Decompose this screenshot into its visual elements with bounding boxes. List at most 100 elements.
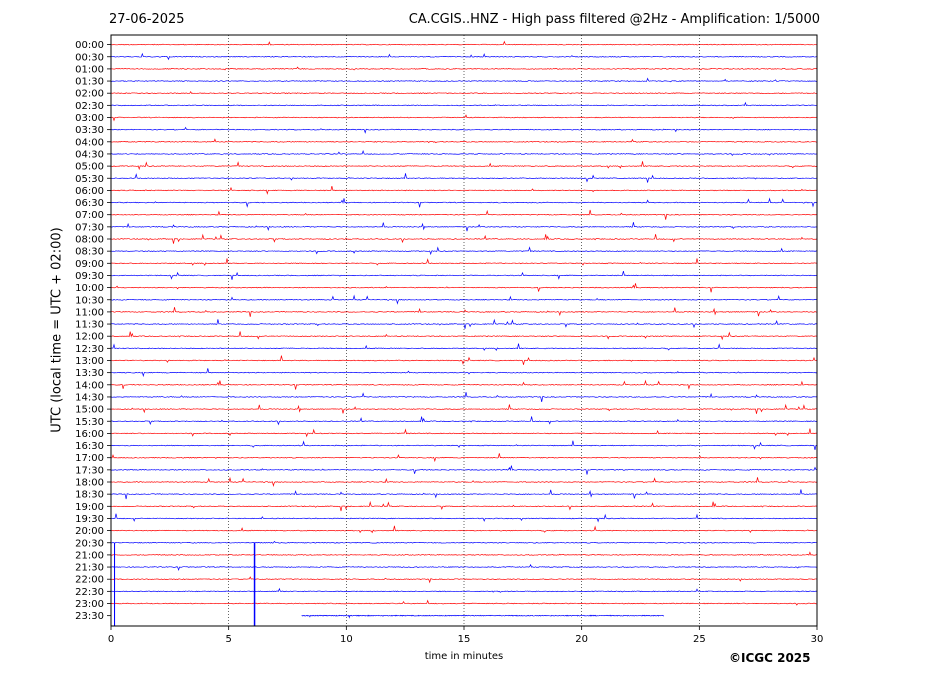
trace-1630 bbox=[110, 440, 818, 450]
trace-1700 bbox=[110, 453, 818, 463]
x-tick-label: 25 bbox=[693, 634, 706, 645]
trace-line bbox=[110, 161, 818, 171]
trace-1130 bbox=[110, 318, 818, 329]
y-tick-label: 00:30 bbox=[75, 52, 104, 63]
trace-0600 bbox=[110, 185, 818, 195]
y-tick-label: 18:00 bbox=[75, 478, 104, 489]
trace-1200 bbox=[110, 331, 818, 341]
trace-line bbox=[110, 599, 818, 606]
trace-line bbox=[110, 114, 818, 122]
y-tick-label: 19:00 bbox=[75, 502, 104, 513]
y-tick-label: 23:00 bbox=[75, 599, 104, 610]
y-tick-label: 12:30 bbox=[75, 344, 104, 355]
trace-1600 bbox=[110, 428, 818, 438]
x-tick-label: 5 bbox=[225, 634, 231, 645]
y-tick-label: 05:00 bbox=[75, 162, 104, 173]
trace-line bbox=[110, 197, 818, 208]
y-tick-label: 13:30 bbox=[75, 368, 104, 379]
y-tick-label: 17:30 bbox=[75, 465, 104, 476]
y-tick-label: 04:30 bbox=[75, 149, 104, 160]
trace-line bbox=[110, 173, 818, 183]
trace-line bbox=[110, 476, 818, 487]
trace-1800 bbox=[110, 476, 818, 487]
y-tick-label: 22:00 bbox=[75, 575, 104, 586]
trace-0400 bbox=[110, 138, 818, 144]
trace-0500 bbox=[110, 161, 818, 171]
y-tick-label: 09:00 bbox=[75, 259, 104, 270]
copyright-label: ©ICGC 2025 bbox=[729, 651, 811, 665]
y-tick-label: 04:00 bbox=[75, 137, 104, 148]
trace-0430 bbox=[110, 150, 818, 157]
y-tick-label: 09:30 bbox=[75, 271, 104, 282]
y-tick-label: 22:30 bbox=[75, 587, 104, 598]
trace-0100 bbox=[110, 66, 818, 71]
y-tick-label: 01:30 bbox=[75, 77, 104, 88]
y-tick-label: 21:00 bbox=[75, 550, 104, 561]
chart-title: CA.CGIS..HNZ - High pass filtered @2Hz -… bbox=[408, 12, 820, 27]
y-tick-label: 14:00 bbox=[75, 380, 104, 391]
trace-1230 bbox=[110, 343, 818, 351]
trace-line bbox=[110, 440, 818, 450]
y-tick-label: 08:30 bbox=[75, 247, 104, 258]
y-tick-label: 02:30 bbox=[75, 101, 104, 112]
x-tick-label: 0 bbox=[108, 634, 114, 645]
y-tick-label: 06:30 bbox=[75, 198, 104, 209]
trace-1330 bbox=[110, 368, 818, 378]
trace-line bbox=[110, 428, 818, 438]
y-tick-label: 03:00 bbox=[75, 113, 104, 124]
trace-0200 bbox=[110, 91, 818, 95]
x-axis-label: time in minutes bbox=[424, 651, 504, 662]
trace-0700 bbox=[110, 209, 818, 220]
trace-line bbox=[110, 355, 818, 365]
y-tick-label: 23:30 bbox=[75, 611, 104, 622]
trace-2000 bbox=[110, 525, 818, 534]
y-tick-label: 15:00 bbox=[75, 405, 104, 416]
trace-1530 bbox=[110, 416, 818, 426]
trace-1930 bbox=[110, 513, 818, 523]
y-tick-label: 14:30 bbox=[75, 392, 104, 403]
trace-line bbox=[110, 318, 818, 329]
trace-0630 bbox=[110, 197, 818, 208]
trace-line bbox=[110, 379, 818, 390]
y-tick-label: 21:30 bbox=[75, 563, 104, 574]
trace-line bbox=[110, 258, 817, 266]
trace-line bbox=[110, 403, 818, 414]
trace-0530 bbox=[110, 173, 818, 183]
y-tick-label: 06:00 bbox=[75, 186, 104, 197]
trace-line bbox=[110, 126, 818, 134]
trace-line bbox=[110, 453, 818, 463]
trace-line bbox=[110, 513, 818, 523]
trace-line bbox=[110, 138, 818, 144]
trace-2300 bbox=[110, 599, 818, 606]
trace-line bbox=[110, 150, 818, 157]
trace-line bbox=[110, 91, 818, 95]
y-tick-label: 10:30 bbox=[75, 295, 104, 306]
y-tick-label: 11:00 bbox=[75, 307, 104, 318]
trace-1500 bbox=[110, 403, 818, 414]
trace-1430 bbox=[110, 392, 818, 402]
x-tick-label: 30 bbox=[811, 634, 824, 645]
y-tick-label: 20:30 bbox=[75, 538, 104, 549]
x-tick-label: 15 bbox=[458, 634, 471, 645]
trace-line bbox=[110, 392, 818, 402]
x-tick-label: 10 bbox=[340, 634, 353, 645]
trace-line bbox=[110, 222, 818, 232]
y-tick-label: 19:30 bbox=[75, 514, 104, 525]
y-tick-label: 13:00 bbox=[75, 356, 104, 367]
trace-line bbox=[110, 331, 818, 341]
y-tick-label: 20:00 bbox=[75, 526, 104, 537]
trace-0330 bbox=[110, 126, 818, 134]
y-tick-label: 02:00 bbox=[75, 89, 104, 100]
date-label: 27-06-2025 bbox=[109, 12, 185, 27]
y-tick-label: 17:00 bbox=[75, 453, 104, 464]
trace-line bbox=[110, 66, 818, 71]
y-tick-label: 08:00 bbox=[75, 235, 104, 246]
trace-0900 bbox=[110, 258, 817, 266]
seismic-traces bbox=[110, 40, 818, 626]
y-tick-label: 16:00 bbox=[75, 429, 104, 440]
y-tick-label: 16:30 bbox=[75, 441, 104, 452]
trace-line bbox=[301, 614, 665, 619]
trace-0730 bbox=[110, 222, 818, 232]
